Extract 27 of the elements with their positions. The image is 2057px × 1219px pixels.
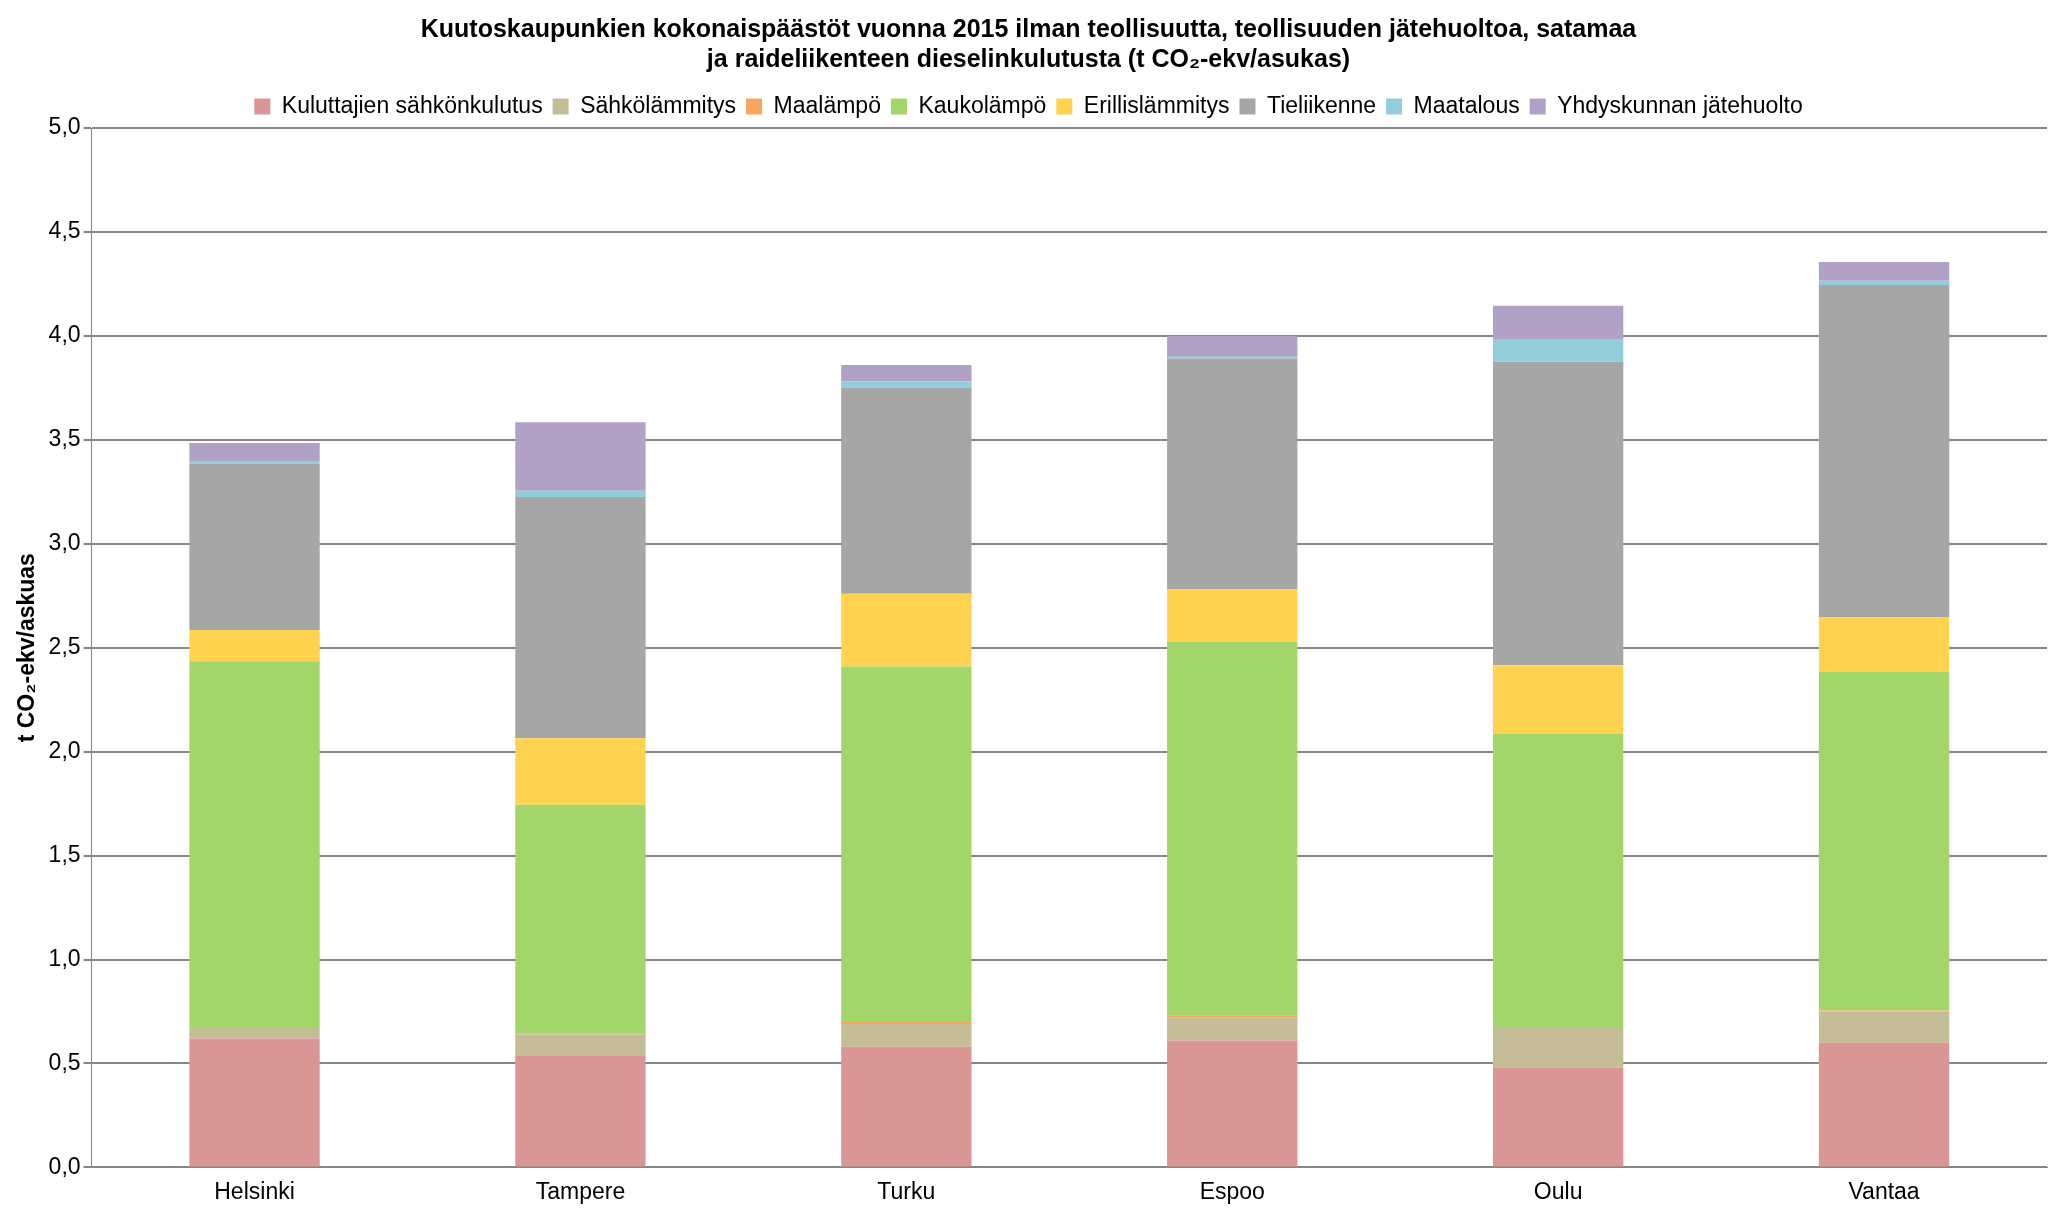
y-tick-label: 2,5 — [48, 633, 81, 660]
legend-label: Kaukolämpö — [918, 91, 1047, 118]
y-tick-label: 0,5 — [48, 1048, 81, 1075]
x-tick-label: Vantaa — [1848, 1177, 1920, 1204]
x-tick-label: Helsinki — [214, 1177, 295, 1204]
y-tick-label: 1,5 — [48, 840, 81, 867]
x-tick-label: Turku — [877, 1177, 936, 1204]
chart-title: Kuutoskaupunkien kokonaispäästöt vuonna 2015 ilman teollisuutta, teollisuuden jätehuoltoa, satamaa ja raideliikenteen dieselinkulutusta (t CO₂-ekv/asukas) — [420, 13, 1638, 72]
y-tick-label: 2,0 — [48, 736, 81, 763]
y-tick-label: 0,0 — [48, 1152, 81, 1179]
legend-label: Maatalous — [1413, 91, 1520, 118]
y-axis-title: t CO₂-ekv/askuas — [13, 553, 40, 743]
y-tick-label: 4,0 — [48, 321, 81, 348]
y-tick-label: 5,0 — [48, 113, 81, 140]
legend-label: Yhdyskunnan jätehuolto — [1557, 91, 1803, 118]
y-tick-label: 3,0 — [48, 529, 81, 556]
x-tick-label: Oulu — [1533, 1177, 1583, 1204]
legend-label: Erillislämmitys — [1083, 91, 1230, 118]
y-tick-label: 3,5 — [48, 425, 81, 452]
y-tick-label: 4,5 — [48, 217, 81, 244]
legend-label: Tieliikenne — [1266, 91, 1377, 118]
legend-label: Kuluttajien sähkönkulutus — [281, 91, 543, 118]
x-tick-label: Tampere — [535, 1177, 626, 1204]
y-tick-label: 1,0 — [48, 944, 81, 971]
legend-label: Sähkölämmitys — [580, 91, 737, 118]
x-tick-label: Espoo — [1199, 1177, 1265, 1204]
legend-label: Maalämpö — [773, 91, 881, 118]
